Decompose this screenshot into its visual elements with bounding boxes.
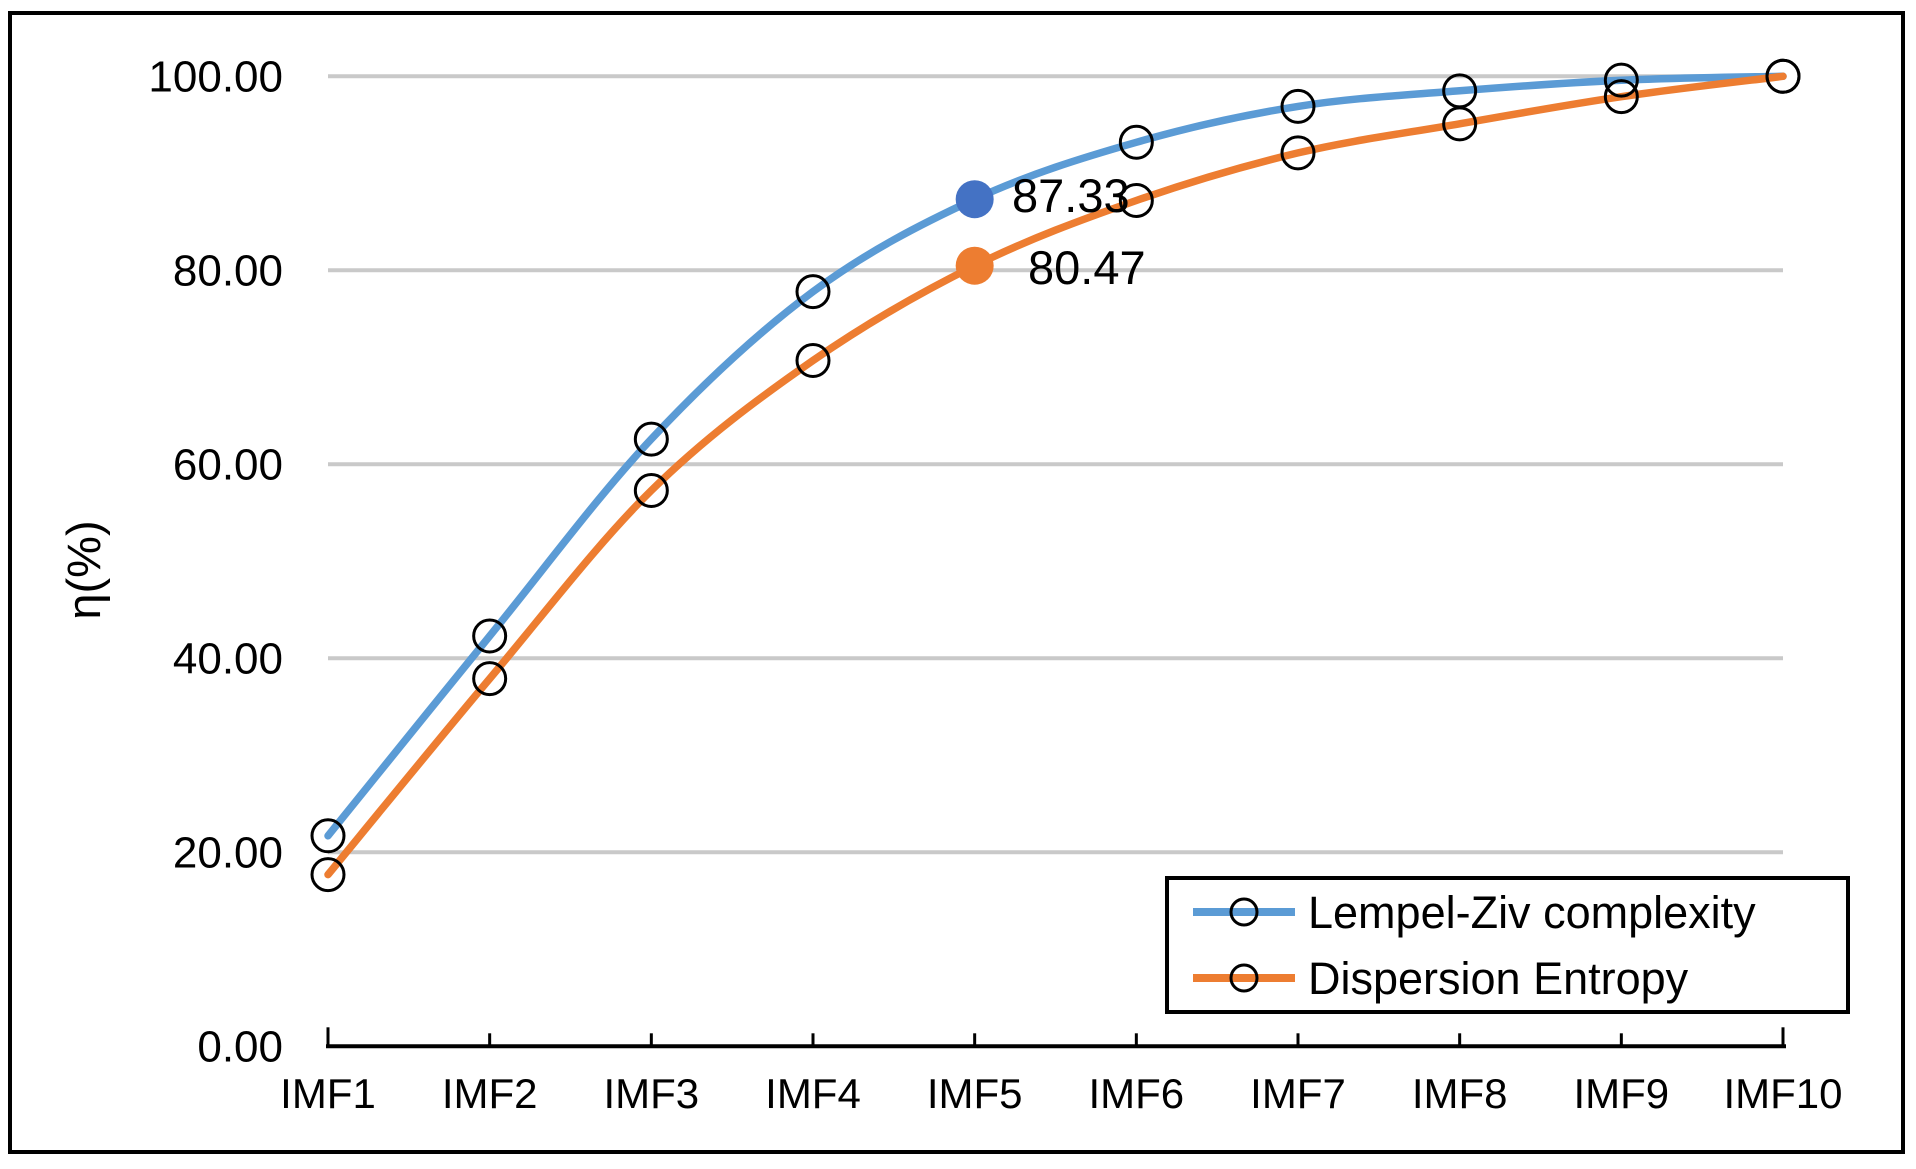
data-point-marker — [1118, 182, 1154, 218]
data-point-marker — [795, 274, 831, 310]
data-point-marker — [1280, 88, 1316, 124]
y-tick-label: 0.00 — [197, 1022, 283, 1071]
highlighted-point-marker — [955, 180, 994, 219]
data-label-lempel-ziv: 87.33 — [1012, 169, 1130, 222]
y-tick-label: 100.00 — [148, 52, 283, 101]
y-axis-title: η(%) — [57, 520, 110, 619]
highlighted-point-marker — [955, 246, 994, 285]
x-axis-layer — [326, 1027, 1786, 1049]
legend-item-dispersion: Dispersion Entropy — [1193, 953, 1689, 1004]
data-point-marker — [1603, 62, 1639, 98]
data-point-marker — [310, 857, 346, 893]
series-line-lempel-ziv — [324, 72, 1787, 840]
tick-labels-layer: 0.00 20.00 40.00 60.00 80.00 100.00 IMF1 IMF2 IM… — [148, 52, 1842, 1117]
data-point-marker — [795, 343, 831, 379]
data-point-marker — [472, 618, 508, 654]
data-point-marker — [472, 661, 508, 697]
data-point-marker — [1603, 79, 1639, 115]
x-tick-label: IMF3 — [603, 1070, 699, 1117]
x-tick-label: IMF4 — [765, 1070, 861, 1117]
x-tick-label: IMF1 — [280, 1070, 376, 1117]
series-line-dispersion — [324, 72, 1787, 879]
legend-item-lempel-ziv: Lempel-Ziv complexity — [1193, 887, 1756, 938]
legend: Lempel-Ziv complexity Dispersion Entropy — [1165, 876, 1850, 1014]
data-point-marker — [1442, 106, 1478, 142]
legend-box — [1165, 876, 1850, 1014]
gridlines-layer — [328, 74, 1783, 855]
x-tick-label: IMF6 — [1088, 1070, 1184, 1117]
x-tick-label: IMF8 — [1412, 1070, 1508, 1117]
x-tick-label: IMF9 — [1573, 1070, 1669, 1117]
x-tick-label: IMF7 — [1250, 1070, 1346, 1117]
data-point-marker — [633, 421, 669, 457]
legend-label-dispersion: Dispersion Entropy — [1308, 953, 1689, 1004]
legend-marker-open-circle-icon — [1229, 963, 1259, 993]
x-tick-label: IMF5 — [927, 1070, 1023, 1117]
data-point-marker — [633, 472, 669, 508]
legend-marker-open-circle-icon — [1229, 897, 1259, 927]
data-point-marker — [310, 818, 346, 854]
data-label-dispersion: 80.47 — [1028, 241, 1146, 294]
y-tick-label: 40.00 — [173, 634, 283, 683]
data-point-marker — [1118, 124, 1154, 160]
legend-label-lempel-ziv: Lempel-Ziv complexity — [1308, 887, 1756, 938]
series-layer — [310, 58, 1801, 893]
x-tick-label: IMF10 — [1723, 1070, 1842, 1117]
x-tick-label: IMF2 — [442, 1070, 538, 1117]
y-tick-label: 60.00 — [173, 440, 283, 489]
y-tick-label: 80.00 — [173, 246, 283, 295]
data-point-marker — [1765, 58, 1801, 94]
y-tick-label: 20.00 — [173, 828, 283, 877]
data-point-marker — [1280, 135, 1316, 171]
